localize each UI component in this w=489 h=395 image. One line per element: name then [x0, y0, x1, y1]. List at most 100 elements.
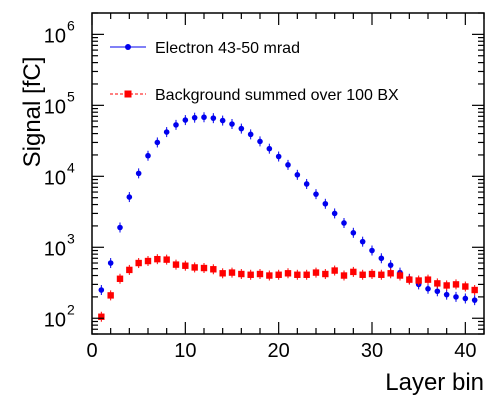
y-tick-exponent: 4 [67, 159, 75, 175]
data-point [341, 220, 347, 226]
data-point [116, 275, 124, 282]
data-point [144, 257, 152, 265]
data-point [117, 224, 123, 231]
data-point [256, 270, 264, 278]
data-point [200, 264, 208, 272]
data-point [126, 266, 133, 274]
data-point [219, 117, 226, 124]
y-tick-label: 10 [44, 238, 66, 260]
y-tick-exponent: 2 [67, 301, 75, 317]
legend-marker [124, 90, 132, 98]
data-point [340, 272, 348, 279]
y-tick-exponent: 3 [67, 230, 75, 246]
x-tick-label: 0 [86, 340, 97, 362]
data-point [452, 281, 460, 288]
data-point [294, 271, 301, 278]
data-point [163, 129, 170, 135]
legend-label: Electron 43-50 mrad [155, 40, 300, 57]
data-point [182, 117, 189, 123]
x-axis-label: Layer bin [385, 369, 484, 395]
data-point [313, 191, 319, 197]
legend-marker [125, 44, 131, 50]
data-point [247, 271, 254, 278]
data-point [387, 270, 394, 277]
x-tick-label: 30 [361, 340, 383, 362]
data-point [135, 259, 142, 267]
legend-entry: Background summed over 100 BX [110, 87, 399, 104]
data-point [182, 262, 189, 269]
data-point [247, 131, 254, 138]
data-point [322, 270, 329, 278]
x-tick-label: 10 [174, 340, 196, 362]
data-point [471, 297, 478, 303]
data-point [387, 262, 394, 268]
data-point [453, 294, 459, 300]
y-tick-label: 10 [44, 96, 66, 118]
data-point [107, 260, 114, 266]
plot-area [98, 112, 478, 322]
data-point [322, 200, 329, 207]
y-tick-exponent: 6 [67, 17, 75, 33]
data-point [303, 181, 310, 187]
data-point [303, 271, 310, 278]
data-point [434, 288, 441, 295]
data-point [191, 114, 198, 121]
data-point [98, 313, 105, 320]
data-point [406, 276, 413, 283]
data-point [285, 162, 291, 168]
data-point [284, 270, 292, 277]
data-point [228, 269, 236, 276]
data-point [396, 272, 404, 279]
data-point [173, 122, 179, 128]
data-point [368, 270, 376, 278]
data-point [154, 255, 161, 263]
data-point [350, 229, 357, 236]
data-point [266, 272, 273, 279]
data-point [172, 261, 180, 268]
y-tick-exponent: 5 [67, 88, 75, 104]
data-point [135, 170, 142, 177]
data-point [145, 152, 151, 159]
data-point [471, 286, 478, 294]
data-point [359, 271, 366, 278]
data-point [275, 271, 282, 278]
legend-label: Background summed over 100 BX [155, 87, 399, 104]
y-tick-label: 10 [44, 25, 66, 47]
data-point [359, 238, 366, 245]
legend-entry: Electron 43-50 mrad [110, 40, 300, 57]
data-point [378, 271, 385, 278]
data-point [257, 138, 263, 145]
data-point [424, 276, 432, 283]
data-point [154, 139, 161, 146]
data-point [219, 270, 226, 277]
data-point [443, 282, 450, 289]
data-point [201, 114, 207, 121]
data-point [229, 121, 235, 127]
x-axis: 0 10 20 30 40 [86, 13, 485, 362]
data-point [415, 277, 422, 284]
data-point [266, 145, 273, 152]
data-point [425, 286, 431, 292]
y-axis-label: Signal [fC] [19, 57, 46, 168]
data-point [462, 283, 469, 290]
data-point [350, 268, 357, 276]
y-tick-label: 10 [44, 167, 66, 189]
data-point [126, 194, 133, 200]
data-point [331, 210, 338, 217]
data-point [275, 153, 282, 160]
data-point [294, 172, 301, 178]
data-point [238, 125, 245, 132]
data-point [98, 287, 105, 293]
data-point [331, 267, 338, 274]
x-tick-label: 20 [268, 340, 290, 362]
series-2 [98, 254, 478, 322]
data-point [462, 295, 469, 302]
data-point [378, 255, 385, 262]
data-point [312, 269, 320, 276]
data-point [434, 280, 441, 287]
data-point [163, 256, 170, 263]
legend: Electron 43-50 mrad Background summed ove… [110, 40, 399, 104]
data-point [107, 292, 114, 299]
